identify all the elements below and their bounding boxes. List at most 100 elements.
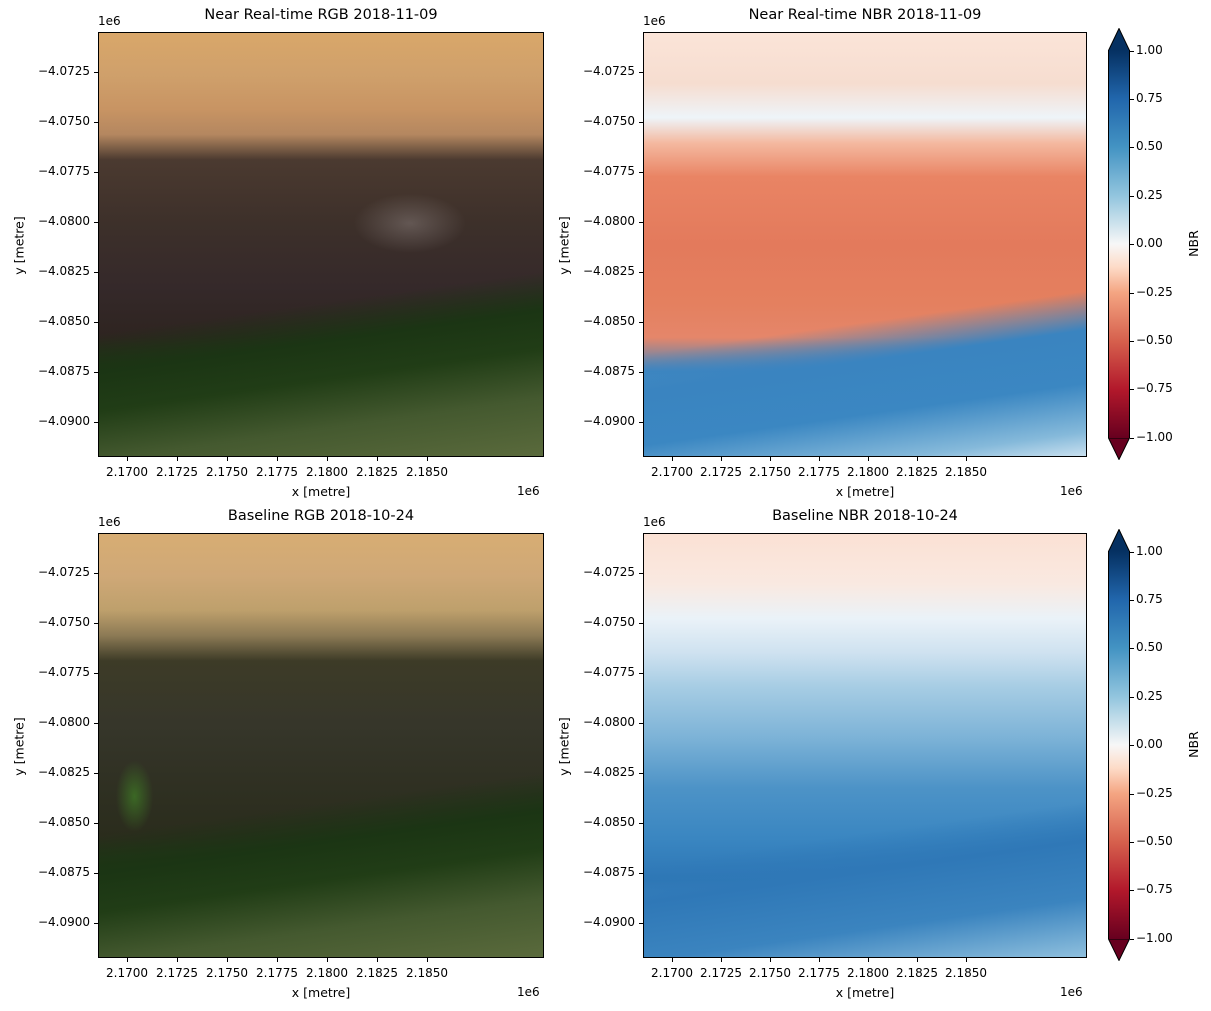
panel-title: Baseline RGB 2018-10-24 — [227, 508, 415, 524]
y-axis-label: y [metre] — [556, 717, 572, 776]
xtick-label: 2.1825 — [356, 465, 398, 479]
ytick-label: −4.0875 — [37, 865, 90, 879]
xtick-label: 2.1800 — [847, 966, 889, 980]
y-offset-label: 1e6 — [98, 515, 121, 529]
panel-title: Near Real-time NBR 2018-11-09 — [748, 7, 982, 23]
ytick-label: −4.0875 — [582, 865, 635, 879]
nbr-image-nrt — [643, 32, 1087, 457]
xtick-label: 2.1775 — [798, 966, 840, 980]
ytick-label: −4.0825 — [37, 765, 90, 779]
ytick-label: −4.0775 — [582, 665, 635, 679]
xtick-label: 2.1850 — [945, 465, 987, 479]
xtick-label: 2.1725 — [156, 465, 198, 479]
colorbar-tick-label: 0.25 — [1136, 188, 1163, 202]
xtick-label: 2.1825 — [896, 966, 938, 980]
ytick-label: −4.0775 — [582, 164, 635, 178]
colorbar-tick-label: 0.50 — [1136, 640, 1163, 654]
xtick-label: 2.1700 — [106, 966, 148, 980]
x-axis-label: x [metre] — [835, 484, 895, 499]
xtick-label: 2.1850 — [945, 966, 987, 980]
rgb-image-nrt — [98, 32, 544, 457]
colorbar-tick-label: −0.75 — [1136, 882, 1173, 896]
ytick-label: −4.0875 — [37, 364, 90, 378]
xtick-label: 2.1700 — [651, 966, 693, 980]
ytick-label: −4.0850 — [37, 815, 90, 829]
xtick-label: 2.1775 — [256, 966, 298, 980]
extend-min-arrow-icon — [1108, 939, 1130, 961]
ytick-label: −4.0800 — [582, 214, 635, 228]
colorbar-tick-label: −1.00 — [1136, 430, 1173, 444]
xtick-label: 2.1750 — [749, 465, 791, 479]
xtick-label: 2.1825 — [896, 465, 938, 479]
colorbar-tick-label: 1.00 — [1136, 43, 1163, 57]
colorbar-tick-label: 0.00 — [1136, 236, 1163, 250]
ytick-label: −4.0900 — [37, 915, 90, 929]
xtick-label: 2.1775 — [798, 465, 840, 479]
colorbar-label: NBR — [1185, 230, 1201, 257]
xtick-label: 2.1775 — [256, 465, 298, 479]
colorbar-tick-label: −0.50 — [1136, 333, 1173, 347]
xtick-label: 2.1850 — [406, 465, 448, 479]
y-offset-label: 1e6 — [643, 515, 666, 529]
colorbar-tick-label: −0.50 — [1136, 834, 1173, 848]
extend-max-arrow-icon — [1108, 28, 1130, 51]
xtick-label: 2.1750 — [749, 966, 791, 980]
colorbar-tick-label: −0.25 — [1136, 786, 1173, 800]
xtick-label: 2.1725 — [700, 465, 742, 479]
xtick-label: 2.1700 — [651, 465, 693, 479]
ytick-label: −4.0775 — [37, 665, 90, 679]
ytick-label: −4.0825 — [582, 264, 635, 278]
colorbar-tick-label: 0.50 — [1136, 139, 1163, 153]
nbr-image-baseline — [643, 533, 1087, 958]
ytick-label: −4.0725 — [582, 565, 635, 579]
x-axis-label: x [metre] — [291, 484, 351, 499]
x-offset-label: 1e6 — [517, 985, 540, 999]
x-offset-label: 1e6 — [1060, 484, 1083, 498]
ytick-label: −4.0800 — [37, 715, 90, 729]
ytick-label: −4.0900 — [37, 414, 90, 428]
extend-min-arrow-icon — [1108, 438, 1130, 460]
y-axis-label: y [metre] — [556, 216, 572, 275]
y-axis-label: y [metre] — [11, 717, 27, 776]
ytick-label: −4.0900 — [582, 915, 635, 929]
colorbar-tick-label: 1.00 — [1136, 544, 1163, 558]
x-axis-label: x [metre] — [835, 985, 895, 1000]
y-offset-label: 1e6 — [643, 14, 666, 28]
xtick-label: 2.1725 — [156, 966, 198, 980]
ytick-label: −4.0850 — [582, 815, 635, 829]
ytick-label: −4.0775 — [37, 164, 90, 178]
colorbar-tick-label: −0.75 — [1136, 381, 1173, 395]
xtick-label: 2.1800 — [847, 465, 889, 479]
y-axis-label: y [metre] — [11, 216, 27, 275]
colorbar-gradient — [1108, 551, 1130, 939]
rgb-image-baseline — [98, 533, 544, 958]
ytick-label: −4.0875 — [582, 364, 635, 378]
xtick-label: 2.1800 — [306, 465, 348, 479]
ytick-label: −4.0750 — [582, 114, 635, 128]
ytick-label: −4.0725 — [582, 64, 635, 78]
ytick-label: −4.0750 — [37, 114, 90, 128]
ytick-label: −4.0750 — [37, 615, 90, 629]
colorbar-gradient — [1108, 50, 1130, 438]
colorbar-tick-label: 0.25 — [1136, 689, 1163, 703]
colorbar-tick-label: 0.00 — [1136, 737, 1163, 751]
extend-max-arrow-icon — [1108, 529, 1130, 552]
xtick-label: 2.1825 — [356, 966, 398, 980]
xtick-label: 2.1725 — [700, 966, 742, 980]
ytick-label: −4.0725 — [37, 64, 90, 78]
xtick-label: 2.1750 — [206, 966, 248, 980]
colorbar-tick-label: −1.00 — [1136, 931, 1173, 945]
x-offset-label: 1e6 — [517, 484, 540, 498]
ytick-label: −4.0725 — [37, 565, 90, 579]
panel-title: Baseline NBR 2018-10-24 — [772, 508, 958, 524]
ytick-label: −4.0825 — [37, 264, 90, 278]
y-offset-label: 1e6 — [98, 14, 121, 28]
xtick-label: 2.1800 — [306, 966, 348, 980]
x-offset-label: 1e6 — [1060, 985, 1083, 999]
ytick-label: −4.0850 — [37, 314, 90, 328]
ytick-label: −4.0750 — [582, 615, 635, 629]
ytick-label: −4.0800 — [37, 214, 90, 228]
x-axis-label: x [metre] — [291, 985, 351, 1000]
colorbar-tick-label: −0.25 — [1136, 285, 1173, 299]
panel-title: Near Real-time RGB 2018-11-09 — [204, 7, 438, 23]
